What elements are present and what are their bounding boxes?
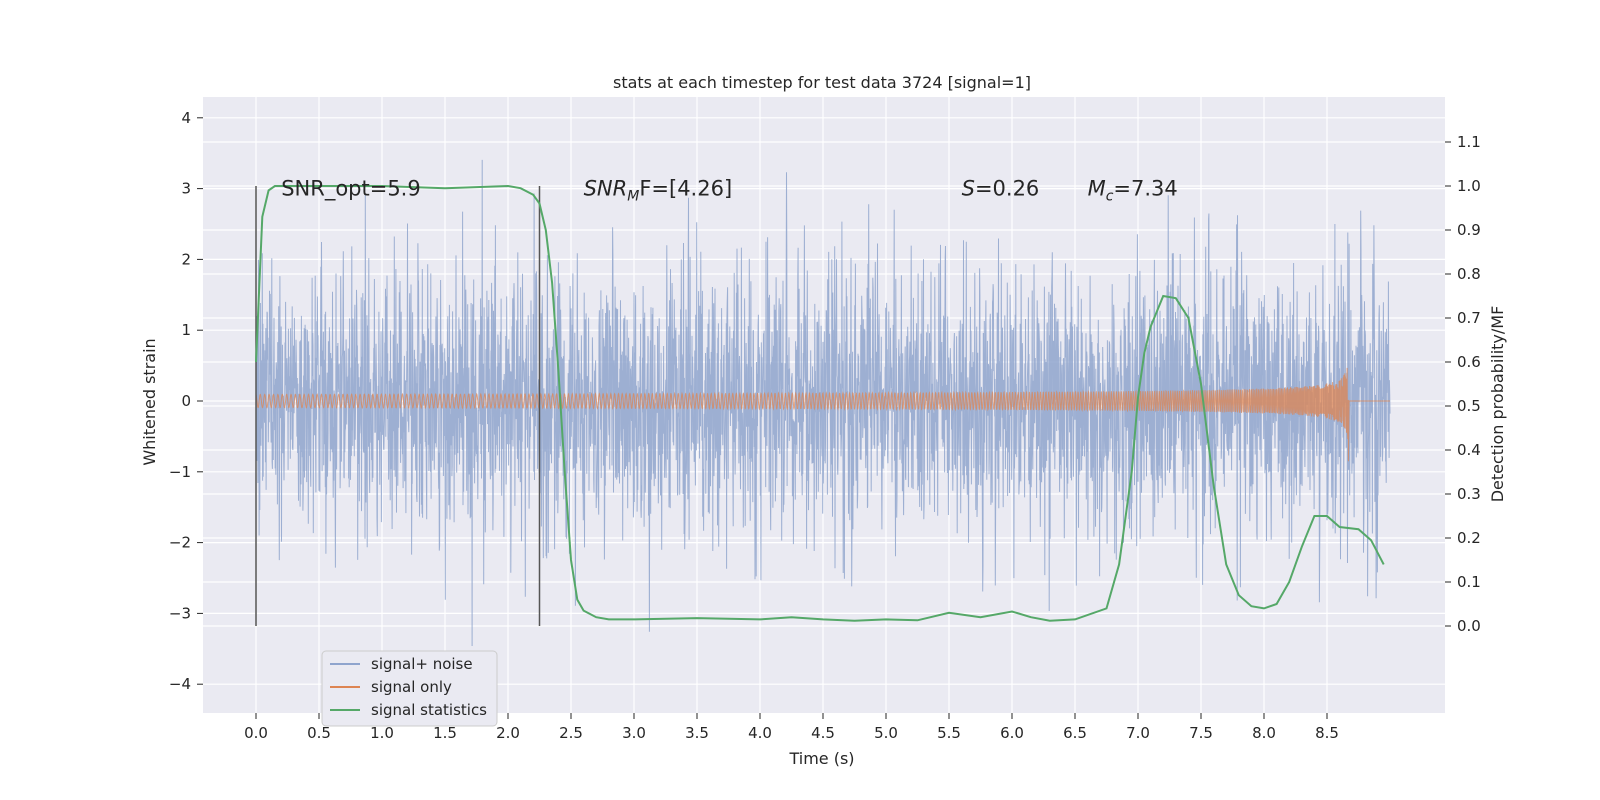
annotation-snr-mf: SNRMF=[4.26] (584, 177, 733, 205)
x-tick-label: 3.0 (622, 724, 646, 742)
x-tick-label: 1.0 (370, 724, 394, 742)
legend-label-signal-statistics: signal statistics (371, 701, 487, 719)
y2-tick-label: 0.8 (1457, 265, 1481, 283)
x-tick-label: 1.5 (433, 724, 457, 742)
x-tick-label: 2.5 (559, 724, 583, 742)
x-tick-label: 5.5 (937, 724, 961, 742)
x-axis-ticks: 0.0 0.5 1.0 1.5 2.0 2.5 3.0 3.5 4.0 4.5 5.0 5.5 6.0 6… (244, 713, 1339, 742)
annotation-symbol: S (962, 177, 975, 201)
y2-tick-label: 0.6 (1457, 353, 1481, 371)
x-tick-label: 6.5 (1063, 724, 1087, 742)
annotation-symbol: M (1088, 177, 1106, 201)
y2-tick-label: 0.9 (1457, 221, 1481, 239)
y2-tick-label: 1.0 (1457, 177, 1481, 195)
x-tick-label: 4.0 (748, 724, 772, 742)
x-tick-label: 7.5 (1189, 724, 1213, 742)
y2-tick-label: 0.4 (1457, 441, 1481, 459)
legend: signal+ noise signal only signal statist… (321, 650, 498, 727)
y-tick-label: −3 (169, 604, 191, 622)
x-tick-label: 6.0 (1000, 724, 1024, 742)
x-tick-label: 0.0 (244, 724, 268, 742)
x-tick-label: 2.0 (496, 724, 520, 742)
annotation-subscript: M (627, 189, 639, 205)
chart-title: stats at each timestep for test data 372… (613, 73, 1031, 92)
vertical-markers (255, 186, 541, 626)
legend-box (321, 650, 498, 727)
annotation-subscript: c (1106, 189, 1114, 205)
y2-axis-title: Detection probability/MF (1488, 306, 1507, 503)
y-tick-label: 0 (181, 392, 191, 410)
y2-tick-label: 1.1 (1457, 133, 1481, 151)
y2-tick-label: 0.0 (1457, 617, 1481, 635)
annotation-snr-opt: SNR_opt=5.9 (281, 177, 421, 202)
y-tick-label: −2 (169, 534, 191, 552)
x-tick-label: 8.0 (1252, 724, 1276, 742)
noise-line (255, 159, 1391, 647)
series-signal-statistics (255, 184, 1385, 622)
annotation-value: F=[4.26] (639, 177, 732, 201)
annotation-value: =7.34 (1113, 177, 1177, 201)
y2-tick-label: 0.5 (1457, 397, 1481, 415)
series-signal-plus-noise (255, 159, 1391, 647)
y-axis-title: Whitened strain (140, 338, 159, 465)
y2-tick-label: 0.3 (1457, 485, 1481, 503)
legend-label-signal-only: signal only (371, 678, 452, 696)
x-tick-label: 7.0 (1126, 724, 1150, 742)
y2-tick-label: 0.1 (1457, 573, 1481, 591)
annotation-spin: S=0.26 (962, 177, 1040, 201)
signal-line (255, 367, 1390, 462)
y2-tick-label: 0.7 (1457, 309, 1481, 327)
statistics-line (255, 184, 1385, 622)
x-tick-label: 3.5 (685, 724, 709, 742)
x-tick-label: 8.5 (1315, 724, 1339, 742)
y-tick-label: 3 (181, 180, 191, 198)
y2-axis-ticks: 1.1 1.0 0.9 0.8 0.7 0.6 0.5 0.4 0.3 0.2 0.1 0.0 (1445, 133, 1481, 635)
y2-tick-label: 0.2 (1457, 529, 1481, 547)
y-tick-label: 2 (181, 250, 191, 268)
y-tick-label: 4 (181, 109, 191, 127)
y-axis-ticks: 4 3 2 1 0 −1 −2 −3 −4 (169, 109, 203, 693)
x-tick-label: 0.5 (307, 724, 331, 742)
y-tick-label: 1 (181, 321, 191, 339)
annotation-symbol: SNR (584, 177, 628, 201)
annotation-value: =0.26 (975, 177, 1039, 201)
y-tick-label: −1 (169, 463, 191, 481)
annotation-chirp-mass: Mc=7.34 (1088, 177, 1178, 205)
legend-label-signal-plus-noise: signal+ noise (371, 655, 473, 673)
x-axis-title: Time (s) (788, 749, 854, 768)
x-tick-label: 4.5 (811, 724, 835, 742)
annotations: SNR_opt=5.9 SNRMF=[4.26] S=0.26 Mc=7.34 (281, 177, 1178, 205)
x-tick-label: 5.0 (874, 724, 898, 742)
y-tick-label: −4 (169, 675, 191, 693)
series-signal-only (255, 367, 1390, 462)
